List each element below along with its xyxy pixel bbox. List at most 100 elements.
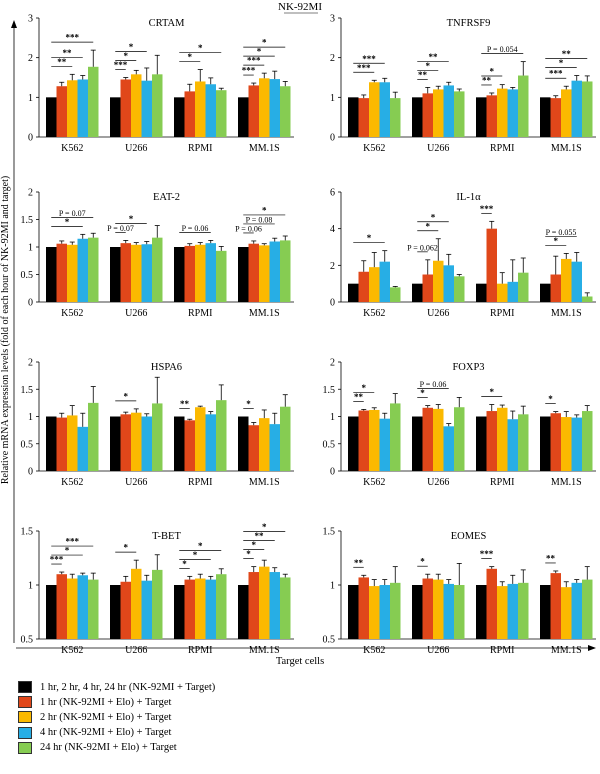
bar — [259, 418, 270, 471]
significance-label: *** — [66, 537, 80, 547]
bar — [422, 274, 433, 302]
chart-title: IL-1α — [456, 192, 481, 203]
category-label: MM.1S — [249, 308, 280, 319]
bar — [561, 89, 572, 137]
significance-label: ** — [255, 531, 265, 541]
bar — [56, 243, 67, 302]
significance-label: *** — [480, 204, 494, 214]
y-axis-arrow-head — [11, 20, 17, 28]
bar — [518, 414, 529, 471]
y-tick-label: 0 — [28, 467, 33, 478]
bar — [443, 265, 454, 302]
bar — [476, 416, 487, 471]
category-label: MM.1S — [249, 477, 280, 488]
y-tick-label: 0 — [28, 298, 33, 309]
bar — [454, 276, 465, 302]
bar — [412, 416, 423, 471]
legend-swatch — [18, 741, 32, 754]
category-label: MM.1S — [249, 143, 280, 154]
bar — [571, 582, 582, 639]
bar — [46, 416, 57, 471]
bar — [486, 228, 497, 302]
significance-label: ** — [354, 392, 364, 402]
y-tick-label: 2 — [28, 358, 33, 369]
y-tick-label: 3 — [28, 14, 33, 25]
bar — [67, 578, 78, 639]
bar — [518, 272, 529, 302]
bar — [348, 585, 359, 639]
legend-swatch — [18, 696, 32, 709]
bar — [174, 247, 185, 302]
bar — [120, 581, 131, 639]
bar — [46, 585, 57, 639]
bar — [184, 420, 195, 471]
bar — [46, 247, 57, 302]
bar — [238, 585, 249, 639]
chart-title: FOXP3 — [452, 362, 484, 373]
bar — [507, 89, 518, 137]
bar — [369, 82, 380, 137]
bar — [131, 568, 142, 639]
significance-label: * — [124, 51, 129, 61]
category-label: U266 — [427, 477, 449, 488]
significance-label: ** — [180, 399, 190, 409]
bar — [152, 74, 163, 137]
bar — [358, 577, 369, 639]
y-tick-label: 1 — [330, 93, 335, 104]
bar — [280, 577, 291, 639]
bar — [67, 415, 78, 471]
bar — [486, 568, 497, 639]
bar — [433, 579, 444, 639]
significance-label: P = 0.06 — [182, 224, 209, 233]
bar — [379, 418, 390, 471]
bar — [358, 271, 369, 302]
bar — [152, 403, 163, 471]
bar — [110, 97, 121, 137]
bar — [248, 85, 259, 137]
bar — [184, 91, 195, 137]
y-tick-label: 1.5 — [21, 215, 34, 226]
bar — [88, 402, 99, 471]
significance-label: * — [246, 399, 251, 409]
category-label: RPMI — [490, 308, 514, 319]
y-tick-label: 0.5 — [323, 635, 336, 646]
significance-label: * — [554, 236, 559, 246]
bar — [507, 281, 518, 302]
bar — [582, 296, 593, 302]
bar — [571, 417, 582, 471]
bar — [443, 85, 454, 137]
bar — [56, 417, 67, 471]
bar — [269, 79, 280, 137]
legend-swatch — [18, 681, 32, 693]
bar — [205, 84, 216, 137]
bar — [412, 283, 423, 302]
legend-item: 1 hr (NK-92MI + Elo) + Target — [18, 695, 438, 709]
bar — [369, 267, 380, 302]
significance-label: * — [420, 557, 425, 567]
bar — [550, 413, 561, 471]
y-tick-label: 1.5 — [323, 527, 336, 538]
significance-label: P = 0.07 — [107, 224, 134, 233]
bar — [184, 245, 195, 302]
y-tick-label: 1.5 — [21, 385, 34, 396]
chart-title: TNFRSF9 — [447, 18, 491, 29]
bar — [120, 79, 131, 137]
bar — [571, 80, 582, 137]
bar — [561, 258, 572, 302]
category-label: RPMI — [188, 143, 212, 154]
bar — [46, 97, 57, 137]
y-tick-label: 1 — [28, 581, 33, 592]
y-tick-label: 6 — [330, 188, 335, 199]
bar — [56, 574, 67, 639]
category-label: MM.1S — [551, 645, 582, 656]
bar — [216, 250, 227, 302]
significance-label: ** — [429, 52, 439, 62]
y-tick-label: 0.5 — [21, 635, 34, 646]
significance-label: * — [490, 66, 495, 76]
bar — [88, 237, 99, 302]
bar — [507, 583, 518, 639]
bar — [422, 93, 433, 137]
category-label: K562 — [363, 143, 385, 154]
category-label: K562 — [61, 308, 83, 319]
